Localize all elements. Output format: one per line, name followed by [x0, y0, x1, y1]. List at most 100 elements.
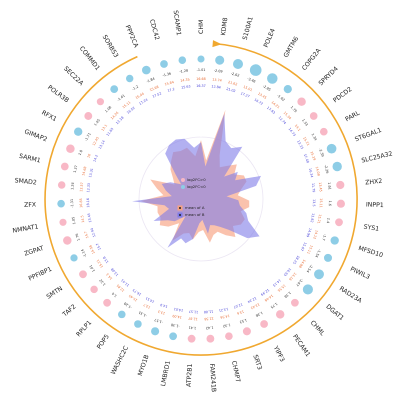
mean-b-value: 13.5 [312, 199, 316, 206]
mean-b-value: 11.65 [106, 127, 115, 137]
gene-label: FAM241B [208, 363, 217, 392]
mean-b-value: 14.51 [145, 296, 155, 304]
mean-b-value: 16.34 [308, 168, 314, 178]
legend-b-label: mean of B [185, 212, 205, 217]
mean-b-value: 15.63 [181, 84, 191, 89]
log2fc-value: -2.54 [306, 264, 314, 274]
mean-a-value: 16.85 [79, 198, 83, 208]
mean-a-value: 16.68 [196, 77, 205, 81]
log2fc-value: -1.28 [179, 69, 188, 74]
mean-b-value: 18.25 [292, 255, 300, 265]
gene-label: SARM1 [18, 153, 41, 165]
log2fc-point [125, 74, 134, 83]
log2fc-point [74, 127, 83, 136]
log2fc-point [84, 112, 93, 120]
log2fc-point [96, 98, 104, 106]
gene-label: MFSD10 [357, 245, 383, 259]
gene-label: SMTN [45, 285, 64, 301]
log2fc-point [336, 199, 345, 208]
mean-a-value: 14.21 [270, 100, 280, 109]
gene-label: SPRYD4 [318, 65, 340, 87]
log2fc-value: 1.53 [239, 318, 247, 324]
log2fc-point [169, 332, 177, 341]
log2fc-point [225, 332, 233, 341]
log2fc-point [249, 64, 262, 76]
gene-label: YIPF3 [271, 344, 285, 363]
mean-b-value: 16.93 [283, 267, 292, 277]
log2fc-value: 1.32 [223, 323, 231, 328]
gene-label: PIWIL3 [349, 266, 371, 281]
mean-a-value: 13.1 [101, 124, 109, 132]
gene-label: CHM [198, 20, 205, 34]
log2fc-point [63, 236, 72, 245]
mean-a-value: 14.7 [83, 231, 89, 239]
log2fc-point [66, 144, 75, 153]
mean-b-value: 18.16 [86, 198, 90, 208]
log2fc-point [118, 310, 126, 319]
log2fc-value: -1.28 [123, 301, 133, 309]
log2fc-value: -1.57 [154, 318, 164, 325]
mean-a-value: 15.55 [277, 283, 287, 292]
mean-b-value: 16.37 [196, 84, 205, 88]
mean-a-value: 14.09 [172, 314, 182, 320]
legend-neg-label: log2FC<0 [187, 184, 206, 189]
log2fc-value: 1.22 [99, 278, 107, 286]
gene-label: MYO1B [137, 354, 151, 377]
gene-label: SMAD2 [14, 177, 37, 186]
ring-arrow [212, 40, 222, 48]
mean-a-value: 15.11 [306, 244, 314, 254]
log2fc-value: -1.01 [197, 68, 206, 72]
log2fc-point [60, 162, 69, 171]
mean-b-value: 11.57 [189, 309, 199, 314]
log2fc-point [79, 270, 87, 279]
log2fc-value: -1.38 [171, 323, 180, 329]
gene-label: CHML [309, 319, 326, 337]
mean-b-value: 14.2 [92, 154, 98, 162]
gene-label: CDC42 [148, 19, 160, 41]
gene-label: ZGPAT [23, 245, 44, 258]
gene-label: POP5 [96, 333, 111, 350]
mean-a-value: 15.21 [96, 259, 104, 269]
log2fc-value: 1.8 [78, 149, 84, 155]
mean-a-value: 16 [86, 153, 91, 158]
gene-label: PDCD2 [332, 86, 354, 104]
mean-b-value: 12.34 [247, 296, 257, 304]
log2fc-point [232, 58, 244, 70]
log2fc-point [336, 180, 345, 190]
gene-label: COPG2A [301, 47, 323, 72]
log2fc-point [291, 298, 299, 307]
mean-b-value: 13.73 [296, 140, 304, 150]
gene-label: SRT3 [251, 354, 263, 371]
gene-label: GIMAP2 [23, 128, 48, 143]
mean-a-value: 14.12 [312, 229, 319, 239]
mean-a-value: 21.62 [228, 80, 238, 86]
log2fc-point [103, 298, 111, 307]
log2fc-value: 1.45 [93, 118, 101, 126]
gene-label: POLR3B [46, 84, 70, 104]
log2fc-value: 1.33 [301, 118, 309, 126]
mean-b-value: 13.18 [115, 116, 124, 126]
log2fc-value: 1.75 [290, 105, 298, 113]
mean-b-value: 13.45 [87, 213, 93, 223]
mean-b-value: 12.84 [211, 84, 221, 89]
gene-label: CHMP7 [230, 360, 241, 383]
mean-a-value: 13.74 [212, 77, 222, 82]
log2fc-value: -1.62 [276, 94, 285, 103]
log2fc-value: 1.75 [270, 302, 278, 310]
log2fc-point [70, 254, 78, 262]
mean-b-value: 17.2 [167, 87, 175, 93]
mean-a-value: 15.11 [122, 100, 132, 109]
log2fc-point [151, 327, 160, 336]
log2fc-point [187, 334, 196, 343]
mean-a-value: 14.98 [298, 259, 306, 269]
mean-a-value: 14.3 [106, 272, 114, 280]
log2fc-value: -1.71 [84, 132, 92, 142]
mean-b-value: 12.74 [277, 116, 286, 126]
gene-label: DGAT1 [324, 303, 345, 322]
gene-label: SYS1 [363, 223, 380, 233]
log2fc-value: -1.31 [70, 199, 74, 208]
log2fc-point [302, 284, 313, 295]
gene-label: PPP2CA [124, 24, 140, 49]
log2fc-value: 1.4 [111, 291, 118, 298]
log2fc-point [332, 161, 342, 172]
